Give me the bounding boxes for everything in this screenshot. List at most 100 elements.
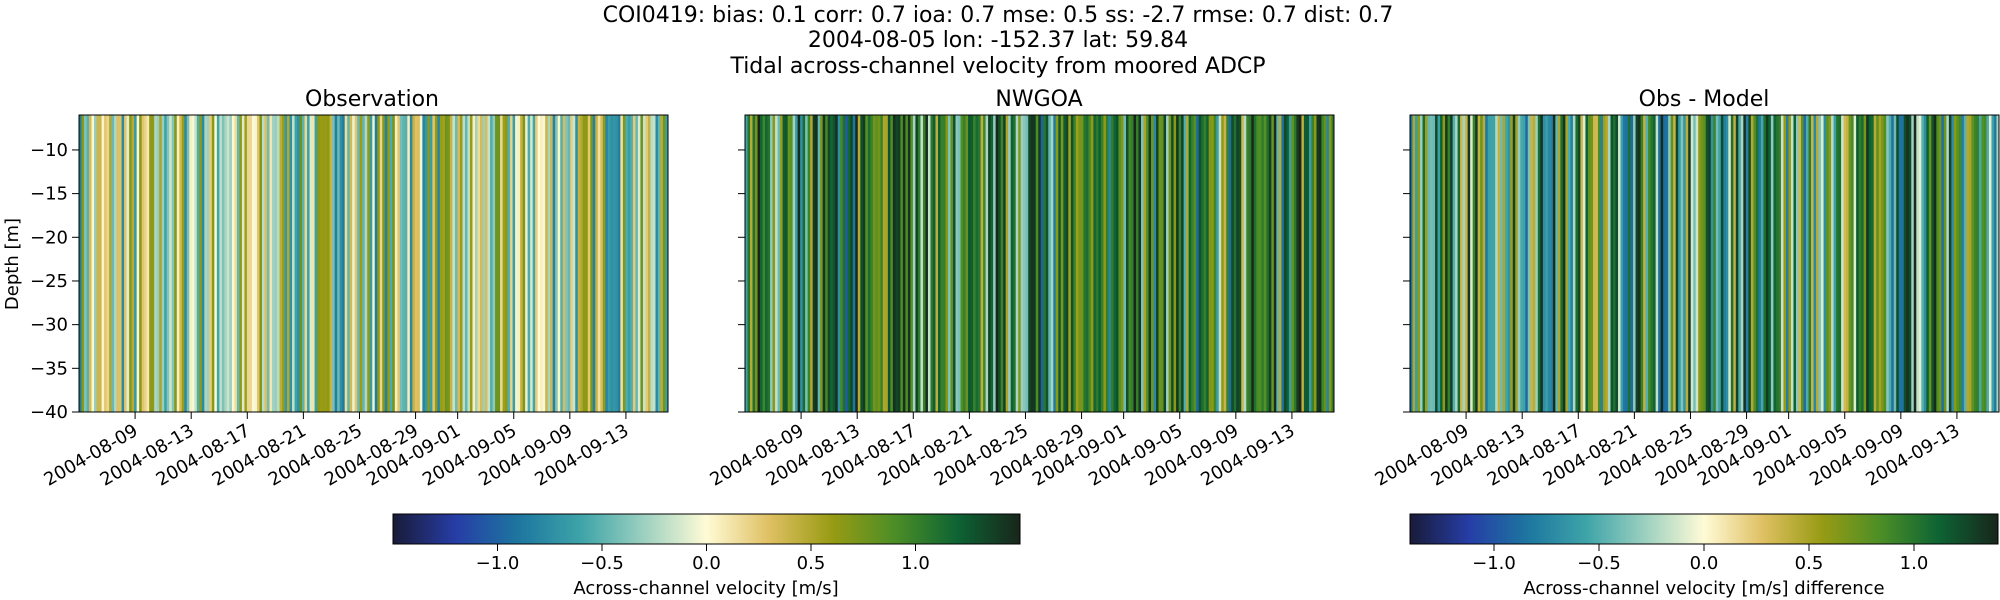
heatmap-stripe [362, 115, 366, 412]
heatmap-stripe [537, 115, 541, 412]
heatmap-stripe [1951, 115, 1955, 412]
heatmap-stripe [1703, 115, 1707, 412]
heatmap-stripe [289, 115, 293, 412]
heatmap-stripe [1590, 115, 1594, 412]
heatmap-stripe [1442, 115, 1446, 412]
heatmap-stripe [1445, 115, 1448, 412]
heatmap-stripe [111, 115, 115, 412]
heatmap-stripe [414, 115, 418, 412]
heatmap-stripe [367, 115, 371, 412]
heatmap-stripe [1911, 115, 1915, 412]
heatmap-stripe [1673, 115, 1677, 412]
heatmap-stripe [1163, 115, 1167, 412]
heatmap-stripe [1981, 115, 1985, 412]
heatmap-stripe [434, 115, 438, 412]
heatmap-stripe [1550, 115, 1554, 412]
colorbar-tick-label: 1.0 [1900, 553, 1929, 574]
heatmap-stripe [84, 115, 87, 412]
heatmap-stripe [264, 115, 268, 412]
heatmap-stripe [294, 115, 298, 412]
heatmap-stripe [472, 115, 476, 412]
heatmap-stripe [1552, 115, 1556, 412]
observation-heatmap [79, 115, 669, 412]
heatmap-stripe [857, 115, 861, 412]
heatmap-stripe [782, 115, 786, 412]
heatmap-stripe [647, 115, 651, 412]
heatmap-stripe [1311, 115, 1315, 412]
heatmap-stripe [875, 115, 879, 412]
heatmap-stripe [249, 115, 253, 412]
heatmap-stripe [787, 115, 791, 412]
heatmap-stripe [1000, 115, 1004, 412]
heatmap-stripe [800, 115, 804, 412]
heatmap-stripe [1693, 115, 1697, 412]
heatmap-stripe [845, 115, 849, 412]
heatmap-stripe [1206, 115, 1210, 412]
heatmap-stripe [1943, 115, 1947, 412]
heatmap-stripe [652, 115, 656, 412]
heatmap-stripe [1035, 115, 1039, 412]
heatmap-stripe [1685, 115, 1689, 412]
heatmap-stripe [1535, 115, 1539, 412]
heatmap-stripe [1730, 115, 1734, 412]
colorbar-tick-label: 0.0 [692, 553, 721, 574]
heatmap-stripe [507, 115, 511, 412]
heatmap-stripe [1108, 115, 1112, 412]
heatmap-stripe [1973, 115, 1977, 412]
heatmap-stripe [1580, 115, 1584, 412]
heatmap-stripe [835, 115, 839, 412]
heatmap-stripe [129, 115, 133, 412]
heatmap-stripe [292, 115, 295, 412]
heatmap-stripe [1963, 115, 1967, 412]
heatmap-stripe [1565, 115, 1569, 412]
heatmap-stripe [392, 115, 396, 412]
heatmap-stripe [191, 115, 195, 412]
heatmap-stripe [1680, 115, 1684, 412]
heatmap-stripe [1515, 115, 1519, 412]
heatmap-stripe [161, 115, 165, 412]
heatmap-stripe [402, 115, 406, 412]
heatmap-stripe [1780, 115, 1784, 412]
heatmap-stripe [154, 115, 158, 412]
heatmap-stripe [877, 115, 881, 412]
heatmap-stripe [1181, 115, 1185, 412]
heatmap-stripe [1866, 115, 1870, 412]
heatmap-stripe [447, 115, 451, 412]
heatmap-stripe [1482, 115, 1486, 412]
heatmap-stripe [1298, 115, 1302, 412]
heatmap-stripe [1313, 115, 1317, 412]
heatmap-stripe [1133, 115, 1137, 412]
heatmap-stripe [937, 115, 941, 412]
heatmap-stripe [1196, 115, 1200, 412]
heatmap-stripe [274, 115, 278, 412]
heatmap-stripe [1273, 115, 1277, 412]
heatmap-stripe [164, 115, 168, 412]
heatmap-stripe [209, 115, 213, 412]
heatmap-stripe [1288, 115, 1292, 412]
heatmap-stripe [1527, 115, 1531, 412]
heatmap-stripe [1123, 115, 1127, 412]
heatmap-stripe [1592, 115, 1596, 412]
heatmap-stripe [1863, 115, 1867, 412]
heatmap-stripe [1798, 115, 1802, 412]
heatmap-stripe [1075, 115, 1079, 412]
heatmap-stripe [820, 115, 824, 412]
heatmap-stripe [277, 115, 280, 412]
heatmap-stripe [1803, 115, 1807, 412]
heatmap-stripe [487, 115, 491, 412]
heatmap-stripe [560, 115, 564, 412]
heatmap-stripe [1996, 115, 2000, 412]
heatmap-stripe [1670, 115, 1674, 412]
observation-x-axis: 2004-08-092004-08-132004-08-172004-08-21… [41, 412, 632, 491]
velocity-colorbar-ticks: −1.0 −0.5 0.0 0.5 1.0 [476, 544, 930, 574]
heatmap-stripe [567, 115, 571, 412]
heatmap-stripe [570, 115, 574, 412]
heatmap-stripe [1886, 115, 1890, 412]
heatmap-stripe [1450, 115, 1454, 412]
heatmap-stripe [1430, 115, 1433, 412]
heatmap-stripe [970, 115, 974, 412]
heatmap-stripe [963, 115, 966, 412]
heatmap-stripe [269, 115, 273, 412]
heatmap-stripe [409, 115, 413, 412]
heatmap-stripe [1520, 115, 1524, 412]
